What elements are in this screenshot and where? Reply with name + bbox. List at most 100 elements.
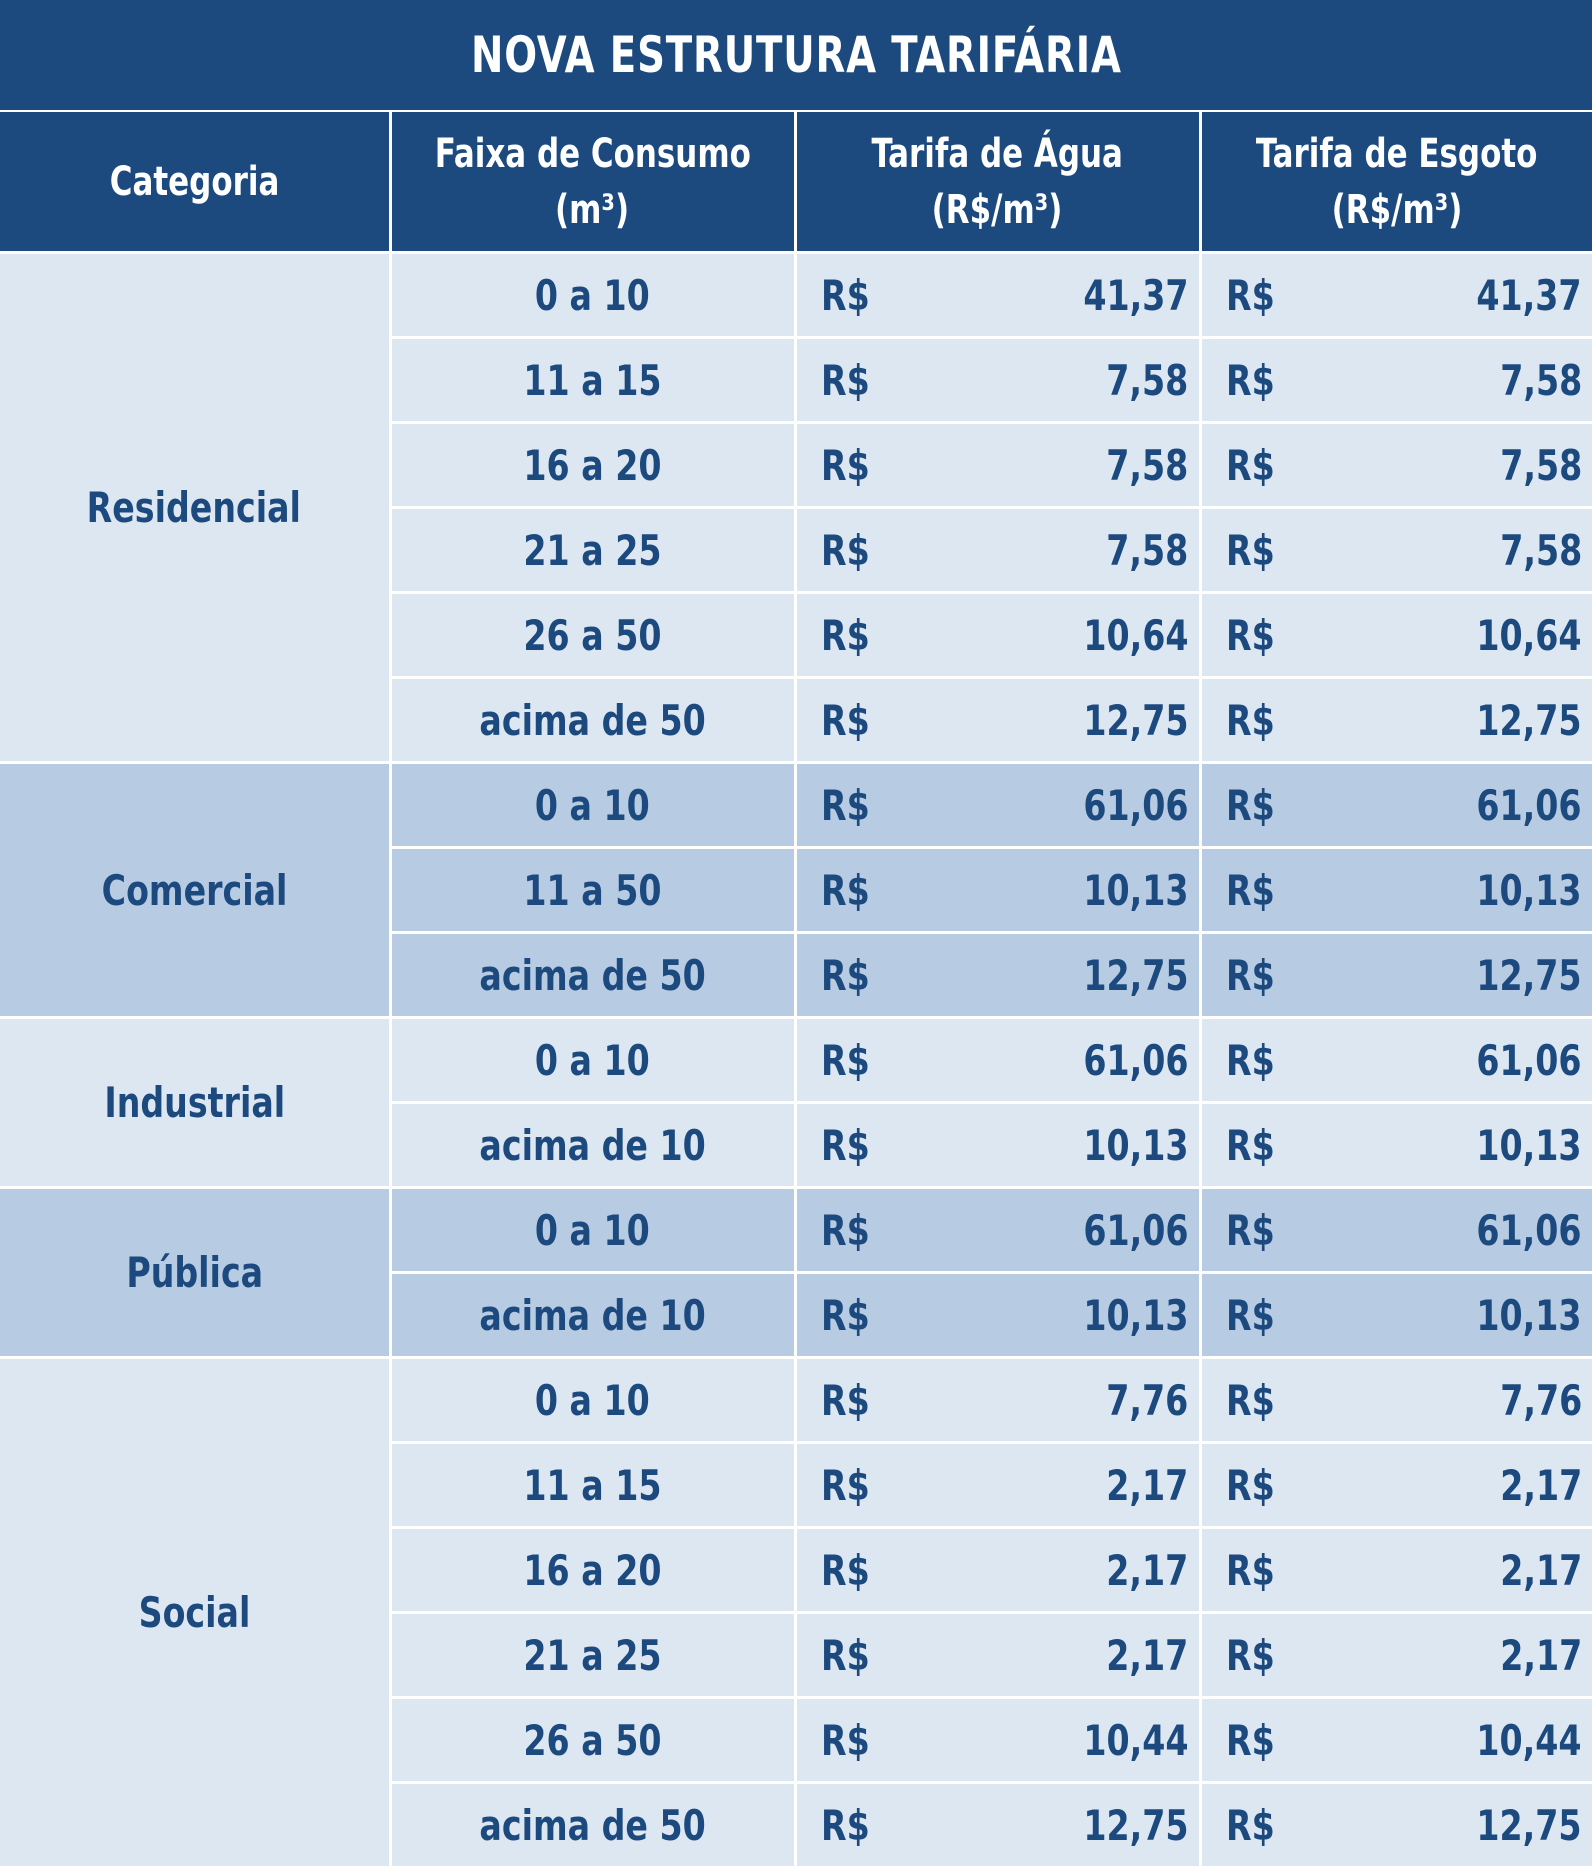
water-tariff-value: 61,06 [1083,1205,1189,1255]
currency-label: R$ [820,270,870,320]
title-bar: NOVA ESTRUTURA TARIFÁRIA [0,0,1592,110]
currency-label: R$ [820,440,870,490]
currency-label: R$ [1225,1800,1275,1850]
range-cell: acima de 50 [388,1781,797,1869]
range-cell: acima de 50 [388,676,797,764]
currency-label: R$ [1225,525,1275,575]
range-cell: 11 a 15 [388,336,797,424]
water-tariff-value: 10,44 [1083,1715,1189,1765]
sewer-tariff-value: 12,75 [1476,695,1582,745]
sewer-tariff-cell: R$ 10,13 [1198,1271,1592,1359]
range-label: 16 a 20 [523,440,662,490]
header-category-label: Categoria [109,158,280,205]
currency-label: R$ [820,1800,870,1850]
range-cell: 0 a 10 [388,1356,797,1444]
currency-label: R$ [820,610,870,660]
table-row: 26 a 50 R$ 10,44 R$ 10,44 [0,1696,1592,1784]
water-tariff-value: 10,13 [1083,865,1189,915]
water-tariff-value: 12,75 [1083,695,1189,745]
currency-label: R$ [820,1630,870,1680]
category-label: Comercial [101,865,288,915]
sewer-tariff-value: 12,75 [1476,1800,1582,1850]
header-range: Faixa de Consumo (m³) [388,112,795,253]
sewer-tariff-cell: R$ 12,75 [1198,676,1592,764]
table-row: 16 a 20 R$ 7,58 R$ 7,58 [0,421,1592,509]
sewer-tariff-value: 10,13 [1476,1290,1582,1340]
sewer-tariff-cell: R$ 10,64 [1198,591,1592,679]
range-cell: 16 a 20 [388,421,797,509]
range-label: 26 a 50 [523,1715,662,1765]
water-tariff-value: 12,75 [1083,950,1189,1000]
sewer-tariff-cell: R$ 10,13 [1198,846,1592,934]
range-label: 16 a 20 [523,1545,662,1595]
sewer-tariff-value: 2,17 [1499,1630,1582,1680]
sewer-tariff-value: 61,06 [1476,780,1582,830]
table-row: Residencial 0 a 10 R$ 41,37 R$ 41,37 [0,251,1592,764]
currency-label: R$ [820,1120,870,1170]
currency-label: R$ [820,1375,870,1425]
water-tariff-value: 61,06 [1083,1035,1189,1085]
currency-label: R$ [820,1290,870,1340]
water-tariff-value: 10,13 [1083,1120,1189,1170]
sewer-tariff-cell: R$ 61,06 [1198,761,1592,849]
table-header: Categoria Faixa de Consumo (m³) Tarifa d… [0,112,1592,253]
water-tariff-value: 41,37 [1083,270,1189,320]
sewer-tariff-value: 41,37 [1476,270,1582,320]
header-water-line2: (R$/m³) [932,186,1063,233]
range-label: acima de 50 [479,950,706,1000]
sewer-tariff-cell: R$ 10,13 [1198,1101,1592,1189]
range-cell: 0 a 10 [388,761,797,849]
currency-label: R$ [820,1545,870,1595]
table-row: 21 a 25 R$ 2,17 R$ 2,17 [0,1611,1592,1699]
sewer-tariff-cell: R$ 7,58 [1198,421,1592,509]
header-sewer: Tarifa de Esgoto (R$/m³) [1198,112,1592,253]
range-cell: acima de 10 [388,1101,797,1189]
range-cell: 0 a 10 [388,1016,797,1104]
range-label: 0 a 10 [535,270,650,320]
category-cell: Industrial [0,1016,392,1189]
water-tariff-cell: R$ 10,64 [793,591,1202,679]
currency-label: R$ [820,950,870,1000]
range-cell: acima de 50 [388,931,797,1019]
water-tariff-value: 10,13 [1083,1290,1189,1340]
range-cell: 21 a 25 [388,506,797,594]
table-row: 21 a 25 R$ 7,58 R$ 7,58 [0,506,1592,594]
sewer-tariff-value: 7,58 [1499,525,1582,575]
water-tariff-cell: R$ 10,13 [793,1101,1202,1189]
currency-label: R$ [1225,610,1275,660]
category-label: Social [138,1588,251,1637]
sewer-tariff-cell: R$ 2,17 [1198,1526,1592,1614]
water-tariff-value: 61,06 [1083,780,1189,830]
range-cell: 0 a 10 [388,251,797,339]
table-row: acima de 50 R$ 12,75 R$ 12,75 [0,676,1592,764]
sewer-tariff-cell: R$ 2,17 [1198,1611,1592,1699]
table-row: 16 a 20 R$ 2,17 R$ 2,17 [0,1526,1592,1614]
sewer-tariff-value: 2,17 [1499,1460,1582,1510]
currency-label: R$ [1225,695,1275,745]
range-label: 0 a 10 [535,1035,650,1085]
water-tariff-cell: R$ 7,76 [793,1356,1202,1444]
header-range-line2: (m³) [555,186,630,233]
sewer-tariff-cell: R$ 7,58 [1198,336,1592,424]
water-tariff-cell: R$ 61,06 [793,1186,1202,1274]
table-row: Pública 0 a 10 R$ 61,06 R$ 61,06 [0,1186,1592,1359]
sewer-tariff-value: 10,13 [1476,1120,1582,1170]
water-tariff-cell: R$ 7,58 [793,421,1202,509]
sewer-tariff-value: 10,44 [1476,1715,1582,1765]
water-tariff-cell: R$ 2,17 [793,1441,1202,1529]
table-row: acima de 10 R$ 10,13 R$ 10,13 [0,1271,1592,1359]
sewer-tariff-cell: R$ 61,06 [1198,1016,1592,1104]
currency-label: R$ [1225,1205,1275,1255]
water-tariff-value: 2,17 [1106,1545,1189,1595]
currency-label: R$ [820,1205,870,1255]
table-row: 26 a 50 R$ 10,64 R$ 10,64 [0,591,1592,679]
currency-label: R$ [1225,1460,1275,1510]
sewer-tariff-value: 2,17 [1499,1545,1582,1595]
category-cell: Residencial [0,251,392,764]
currency-label: R$ [820,525,870,575]
water-tariff-cell: R$ 2,17 [793,1526,1202,1614]
range-cell: 26 a 50 [388,1696,797,1784]
category-cell: Social [0,1356,392,1869]
table-row: Comercial 0 a 10 R$ 61,06 R$ 61,06 [0,761,1592,1019]
sewer-tariff-value: 7,58 [1499,440,1582,490]
